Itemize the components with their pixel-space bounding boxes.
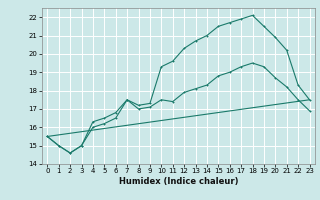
- X-axis label: Humidex (Indice chaleur): Humidex (Indice chaleur): [119, 177, 238, 186]
